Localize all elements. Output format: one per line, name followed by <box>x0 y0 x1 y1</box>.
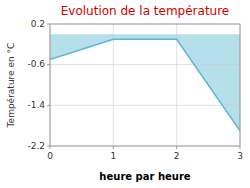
tick-label: 3 <box>237 151 243 161</box>
plot-frame <box>50 24 240 146</box>
tick-mark <box>47 64 50 65</box>
tick-mark <box>176 146 177 149</box>
tick-mark <box>240 146 241 149</box>
line <box>50 39 240 131</box>
grid-line <box>176 24 177 146</box>
y-axis-label: Température en °C <box>6 43 16 129</box>
title: Evolution de la température <box>61 4 230 18</box>
tick-label: -1.4 <box>27 100 45 110</box>
tick-label: 0.2 <box>31 19 45 29</box>
chart: 0.2 -0.6 -1.4 -2.20 1 2 3 Evolution de la tempé… <box>0 0 250 188</box>
plot-background <box>50 24 240 146</box>
area <box>50 34 240 131</box>
tick-label: 2 <box>174 151 180 161</box>
tick-label: -2.2 <box>27 141 45 151</box>
tick-mark <box>47 24 50 25</box>
tick-label: -0.6 <box>27 59 45 69</box>
line-layer <box>50 39 240 131</box>
tick-label: 1 <box>110 151 116 161</box>
grid-line <box>50 64 240 65</box>
grid-line <box>113 24 114 146</box>
tick-label: 0 <box>47 151 53 161</box>
tick-mark <box>113 146 114 149</box>
grid-line <box>50 105 240 106</box>
tick-mark <box>50 146 51 149</box>
data-layer <box>50 34 240 131</box>
chart-container: 0.2 -0.6 -1.4 -2.20 1 2 3 Evolution de la tempé… <box>0 0 250 188</box>
x-axis-label: heure par heure <box>99 171 190 182</box>
tick-mark <box>47 105 50 106</box>
tick-mark <box>47 146 50 147</box>
